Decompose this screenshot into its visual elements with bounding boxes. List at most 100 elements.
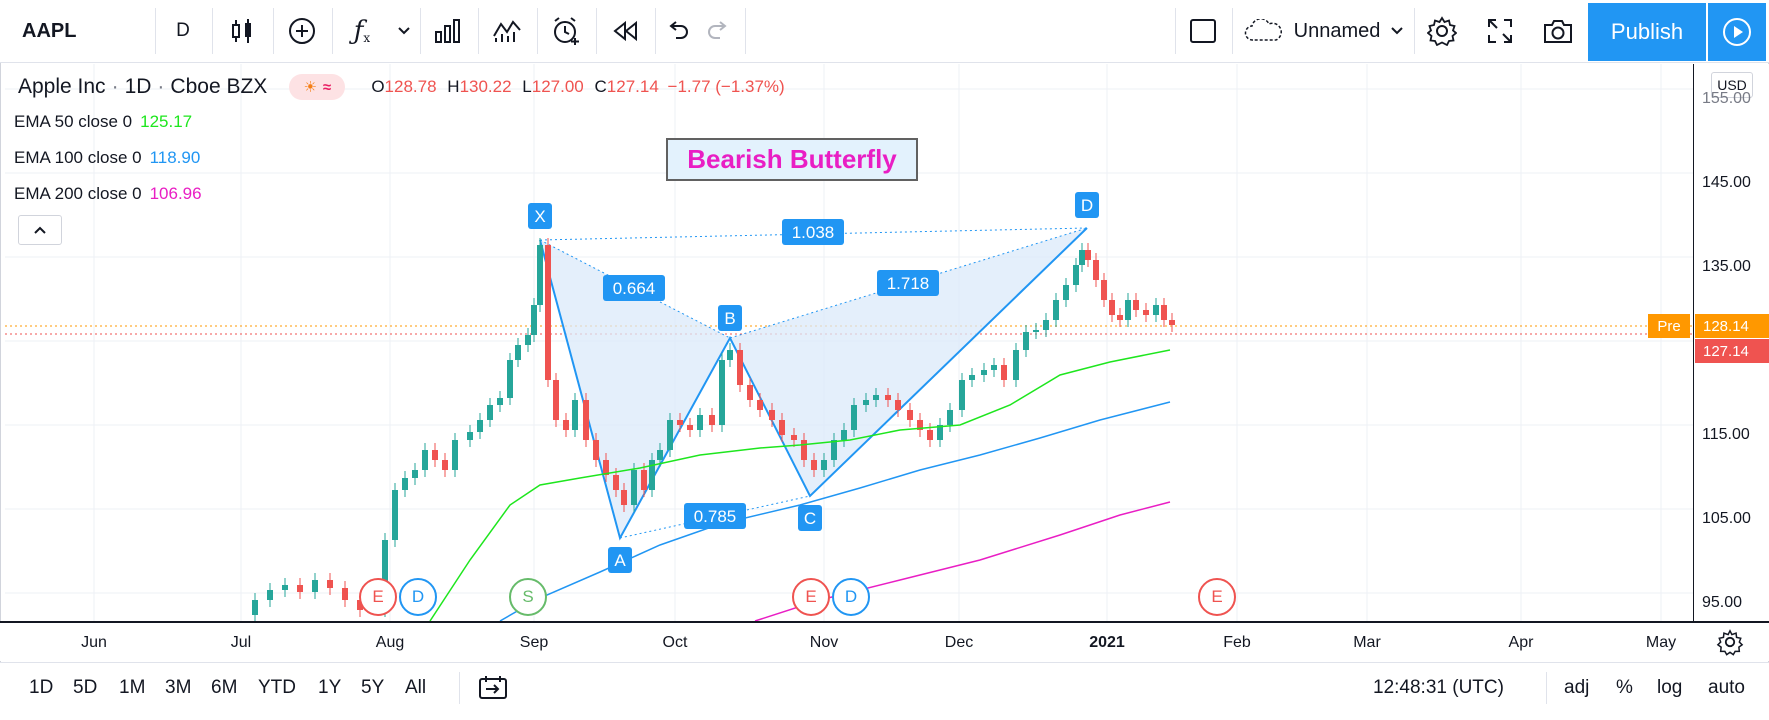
percent-toggle[interactable]: %	[1616, 677, 1633, 698]
candle-body	[873, 395, 879, 400]
dividend-event-marker[interactable]: D	[399, 578, 437, 616]
currency-button[interactable]: USD	[1711, 72, 1753, 98]
indicator-ema50[interactable]: EMA 50 close 0 125.17	[14, 112, 192, 132]
interval-button[interactable]: D	[176, 20, 190, 41]
log-toggle[interactable]: log	[1657, 677, 1683, 698]
dividend-event-marker[interactable]: D	[832, 578, 870, 616]
candles-icon[interactable]	[222, 0, 262, 62]
candle-body	[1001, 365, 1007, 380]
publish-button[interactable]: Publish	[1588, 3, 1706, 61]
legend-separator: ·	[157, 75, 165, 98]
pattern-point-b: B	[724, 309, 735, 328]
candle-body	[252, 600, 258, 615]
candle-body	[959, 380, 965, 410]
price-tick: 145.00	[1702, 174, 1751, 191]
candle-body	[1169, 320, 1175, 325]
low-value: 127.00	[531, 77, 584, 96]
split-event-marker[interactable]: S	[509, 578, 547, 616]
adjust-toggle[interactable]: adj	[1564, 677, 1590, 698]
candle-body	[402, 478, 408, 490]
chevron-down-icon	[1391, 27, 1404, 35]
market-status-badge[interactable]: ☀ ≈	[289, 74, 346, 100]
candle-body	[631, 470, 637, 505]
candle-body	[553, 380, 559, 420]
ratio-bcd: 1.718	[887, 274, 930, 293]
candle-body	[811, 460, 817, 470]
candle-body	[1161, 305, 1167, 320]
replay-icon[interactable]	[605, 0, 645, 62]
toolbar-divider	[537, 8, 538, 54]
candle-body	[583, 400, 589, 440]
play-icon[interactable]	[1708, 3, 1766, 61]
pattern-point-x: X	[534, 207, 545, 226]
layout-menu-button[interactable]: Unnamed	[1240, 0, 1408, 62]
range-5d[interactable]: 5D	[73, 677, 98, 698]
candle-body	[917, 420, 923, 430]
range-ytd[interactable]: YTD	[258, 677, 296, 698]
camera-icon[interactable]	[1537, 0, 1579, 62]
legend-name: Apple Inc	[18, 75, 106, 98]
range-3m[interactable]: 3M	[165, 677, 192, 698]
range-1d[interactable]: 1D	[29, 677, 54, 698]
time-scale[interactable]	[0, 621, 1769, 661]
redo-icon[interactable]	[700, 0, 736, 62]
price-tick: 95.00	[1702, 594, 1743, 611]
auto-scale-toggle[interactable]: auto	[1708, 677, 1745, 698]
candle-body	[487, 405, 493, 420]
chevron-down-icon[interactable]	[392, 0, 416, 62]
indicator-ema100[interactable]: EMA 100 close 0 118.90	[14, 148, 200, 168]
range-5y[interactable]: 5Y	[361, 677, 385, 698]
alert-icon[interactable]	[546, 0, 586, 62]
candle-body	[1013, 350, 1019, 380]
indicator-ema200[interactable]: EMA 200 close 0 106.96	[14, 184, 202, 204]
scale-settings-icon[interactable]	[1716, 628, 1744, 656]
range-all[interactable]: All	[405, 677, 427, 698]
layout-square-icon[interactable]	[1183, 0, 1223, 62]
candle-body	[297, 585, 303, 592]
compare-chart-icon[interactable]	[487, 0, 527, 62]
earnings-event-marker[interactable]: E	[1198, 578, 1236, 616]
candle-body	[477, 420, 483, 432]
pattern-title-label[interactable]: Bearish Butterfly	[666, 138, 918, 181]
goto-date-icon[interactable]	[478, 674, 508, 706]
premarket-price-tag: 128.14	[1695, 314, 1769, 338]
candle-body	[1117, 315, 1123, 320]
chart-pane[interactable]: X A B C D 0.664 1.038 1.718 0.785	[5, 64, 1695, 621]
gear-icon[interactable]	[1422, 0, 1462, 62]
clock-timezone[interactable]: 12:48:31 (UTC)	[1373, 677, 1504, 698]
candle-body	[677, 420, 683, 425]
pattern-point-x-bg	[528, 203, 552, 229]
wave-icon: ≈	[322, 78, 332, 96]
collapse-legend-button[interactable]	[18, 215, 62, 245]
candle-body	[442, 460, 448, 470]
candle-body	[497, 398, 503, 405]
time-tick: Aug	[375, 634, 405, 651]
financials-icon[interactable]	[428, 0, 468, 62]
range-1m[interactable]: 1M	[119, 677, 146, 698]
ratio-xad: 1.038	[792, 223, 835, 242]
price-tick: 135.00	[1702, 258, 1751, 275]
bottom-toolbar	[0, 662, 1769, 720]
symbol-legend: Apple Inc · 1D · Cboe BZX ☀ ≈ O128.78 H1…	[18, 74, 785, 100]
candle-body	[885, 395, 891, 400]
ratio-xab-bg	[603, 275, 665, 301]
price-chart[interactable]: X A B C D 0.664 1.038 1.718 0.785	[5, 64, 1695, 621]
earnings-event-marker[interactable]: E	[359, 578, 397, 616]
range-6m[interactable]: 6M	[211, 677, 238, 698]
candle-body	[563, 420, 569, 430]
close-value: 127.14	[606, 77, 659, 96]
candle-body	[342, 588, 348, 600]
undo-icon[interactable]	[660, 0, 696, 62]
earnings-event-marker[interactable]: E	[792, 578, 830, 616]
fullscreen-icon[interactable]	[1480, 0, 1520, 62]
toolbar-divider	[745, 8, 746, 54]
premarket-label: Pre	[1648, 314, 1690, 338]
add-comparison-icon[interactable]	[282, 0, 322, 62]
candle-body	[613, 475, 619, 490]
symbol-search-button[interactable]: AAPL	[22, 19, 77, 42]
range-1y[interactable]: 1Y	[318, 677, 342, 698]
price-tick: 155.00	[1702, 90, 1751, 107]
last-price-tag: 127.14	[1695, 339, 1769, 363]
